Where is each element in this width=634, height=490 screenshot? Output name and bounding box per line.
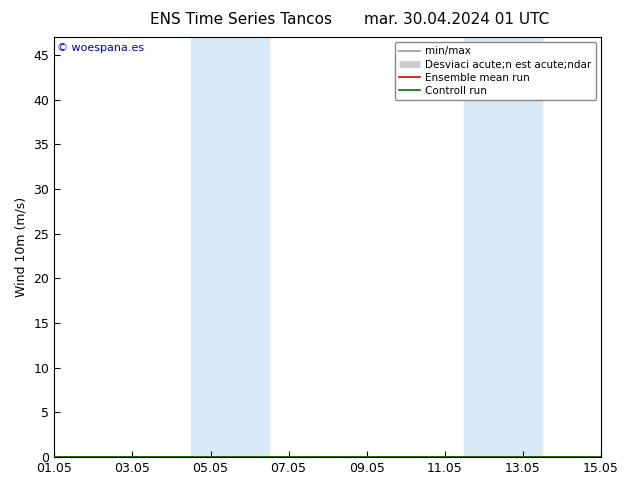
Text: © woespana.es: © woespana.es [57, 43, 144, 53]
Y-axis label: Wind 10m (m/s): Wind 10m (m/s) [15, 197, 28, 297]
Text: mar. 30.04.2024 01 UTC: mar. 30.04.2024 01 UTC [364, 12, 549, 27]
Bar [464, 37, 543, 457]
Bar [191, 37, 269, 457]
Text: ENS Time Series Tancos: ENS Time Series Tancos [150, 12, 332, 27]
Legend: min/max, Desviaci acute;n est acute;ndar, Ensemble mean run, Controll run: min/max, Desviaci acute;n est acute;ndar… [395, 42, 596, 100]
